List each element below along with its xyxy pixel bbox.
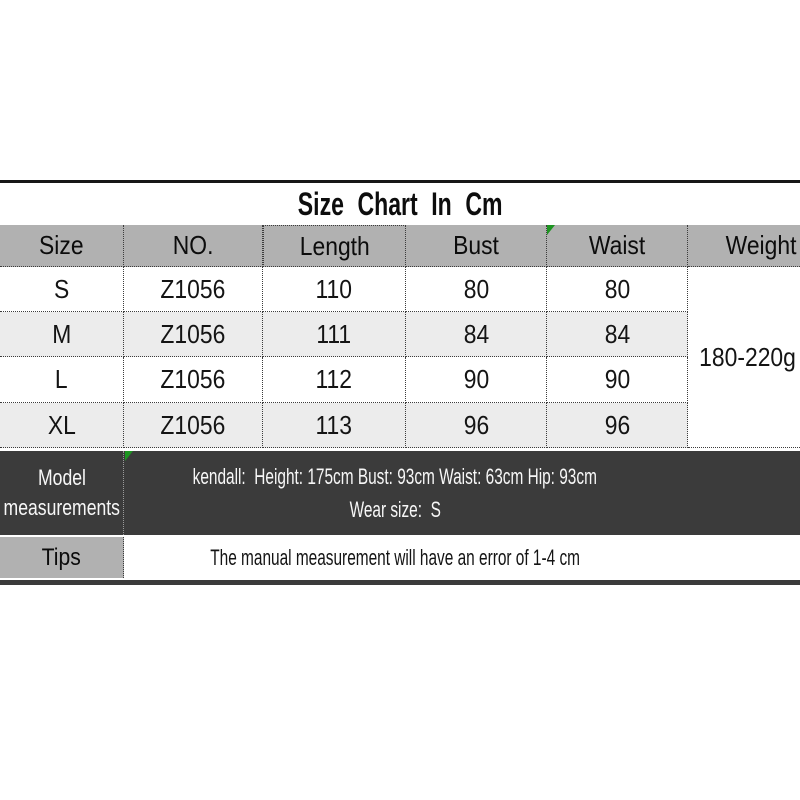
header-no: NO. bbox=[124, 225, 263, 267]
cell-no: Z1056 bbox=[124, 312, 263, 357]
header-waist: Waist bbox=[547, 225, 688, 267]
cell-no: Z1056 bbox=[124, 403, 263, 448]
model-measurements-content: kendall: Height: 175cm Bust: 93cm Waist:… bbox=[0, 451, 790, 535]
model-measurements-label: Model measurements bbox=[0, 451, 124, 535]
tips-text: The manual measurement will have an erro… bbox=[210, 544, 580, 570]
cell-length: 113 bbox=[263, 403, 406, 448]
bottom-bar bbox=[0, 580, 800, 585]
header-length: Length bbox=[263, 225, 406, 267]
cell-size: M bbox=[0, 312, 124, 357]
cell-bust: 90 bbox=[406, 357, 547, 403]
cell-length: 110 bbox=[263, 267, 406, 312]
cell-waist: 90 bbox=[547, 357, 688, 403]
green-corner-marker-icon bbox=[125, 451, 133, 461]
cell-size: S bbox=[0, 267, 124, 312]
model-wear-size-line: Wear size: S bbox=[349, 496, 441, 522]
cell-no: Z1056 bbox=[124, 357, 263, 403]
model-info-line: kendall: Height: 175cm Bust: 93cm Waist:… bbox=[192, 463, 598, 489]
cell-weight-merged: 180-220g bbox=[688, 267, 800, 448]
cell-waist: 80 bbox=[547, 267, 688, 312]
divider bbox=[0, 578, 800, 580]
table-body: S Z1056 110 80 80 180-220g M Z1056 111 8… bbox=[0, 267, 800, 448]
cell-no: Z1056 bbox=[124, 267, 263, 312]
header-bust: Bust bbox=[406, 225, 547, 267]
size-chart-table: Size NO. Length Bust Waist Weight S Z105… bbox=[0, 225, 800, 585]
page-title: Size Chart In Cm bbox=[0, 186, 800, 222]
tips-row: The manual measurement will have an erro… bbox=[0, 537, 800, 578]
header-weight: Weight bbox=[688, 225, 800, 267]
cell-waist: 96 bbox=[547, 403, 688, 448]
page-title-text: Size Chart In Cm bbox=[297, 186, 503, 222]
header-size: Size bbox=[0, 225, 124, 267]
cell-length: 111 bbox=[263, 312, 406, 357]
cell-bust: 84 bbox=[406, 312, 547, 357]
green-corner-marker-icon bbox=[547, 225, 555, 235]
divider bbox=[0, 535, 800, 537]
table-header-row: Size NO. Length Bust Waist Weight bbox=[0, 225, 800, 267]
top-divider-line bbox=[0, 180, 800, 183]
cell-size: XL bbox=[0, 403, 124, 448]
cell-size: L bbox=[0, 357, 124, 403]
cell-bust: 80 bbox=[406, 267, 547, 312]
model-measurements-row: Model measurements kendall: Height: 175c… bbox=[0, 451, 800, 535]
cell-length: 112 bbox=[263, 357, 406, 403]
cell-bust: 96 bbox=[406, 403, 547, 448]
tips-label: Tips bbox=[0, 537, 124, 578]
cell-waist: 84 bbox=[547, 312, 688, 357]
